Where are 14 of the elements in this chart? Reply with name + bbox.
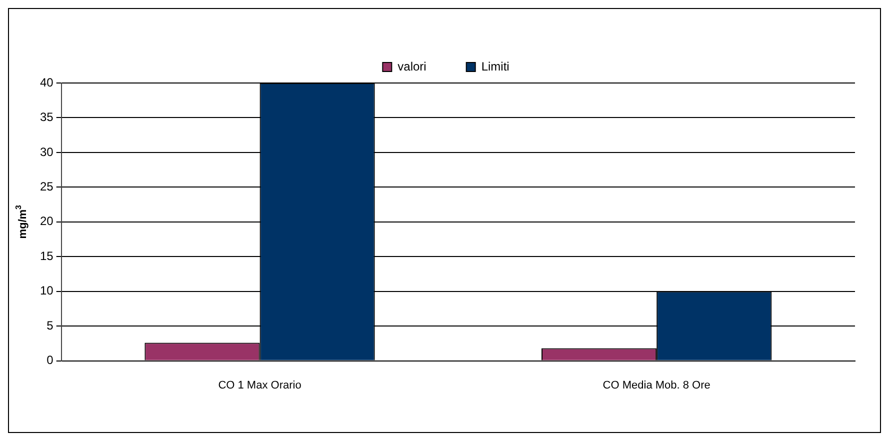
y-axis-title: mg/m3 [14, 204, 30, 239]
legend-label: Limiti [481, 59, 510, 74]
y-tick-label: 35 [40, 110, 54, 124]
x-tick-label: CO 1 Max Orario [218, 379, 302, 392]
y-tick-label: 30 [40, 144, 54, 159]
legend-label: valori [398, 59, 426, 74]
y-tick-label: 0 [46, 353, 54, 368]
y-tick-label: 10 [40, 284, 54, 298]
x-tick-label: CO Media Mob. 8 Ore [602, 379, 710, 392]
y-tick-label: 15 [40, 248, 54, 263]
y-tick-label: 20 [40, 214, 54, 228]
y-tick-label: 5 [46, 318, 54, 332]
y-tick-label: 25 [40, 179, 54, 194]
y-tick-label: 40 [40, 75, 54, 90]
